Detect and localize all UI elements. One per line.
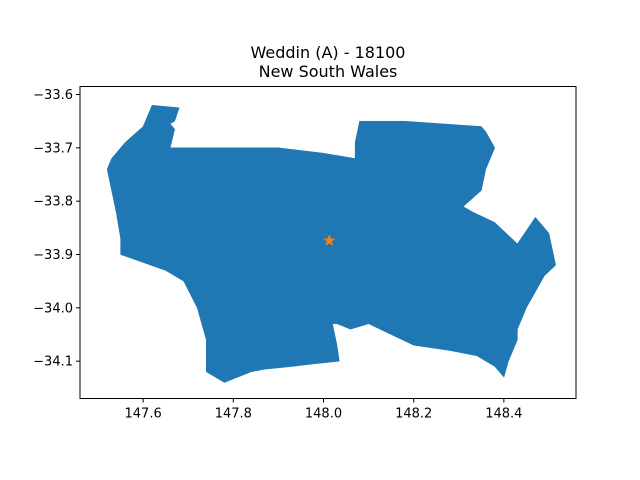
map-title-region: Weddin (A) - 18100 (250, 43, 406, 62)
y-tick-label: −33.7 (33, 141, 73, 156)
plot-frame (79, 86, 577, 399)
y-tick-label: −33.6 (33, 88, 73, 103)
x-tick-label: 147.6 (125, 407, 162, 422)
y-tick-label: −34.0 (33, 301, 73, 316)
x-tick-label: 148.2 (395, 407, 432, 422)
map-title-state: New South Wales (258, 62, 398, 81)
centroid-star-icon (323, 234, 336, 246)
y-tick-label: −33.8 (33, 195, 73, 210)
x-tick-label: 148.4 (485, 407, 522, 422)
x-tick-label: 148.0 (305, 407, 342, 422)
y-tick-label: −33.9 (33, 248, 73, 263)
y-tick-label: −34.1 (33, 355, 73, 370)
x-tick-label: 147.8 (215, 407, 252, 422)
